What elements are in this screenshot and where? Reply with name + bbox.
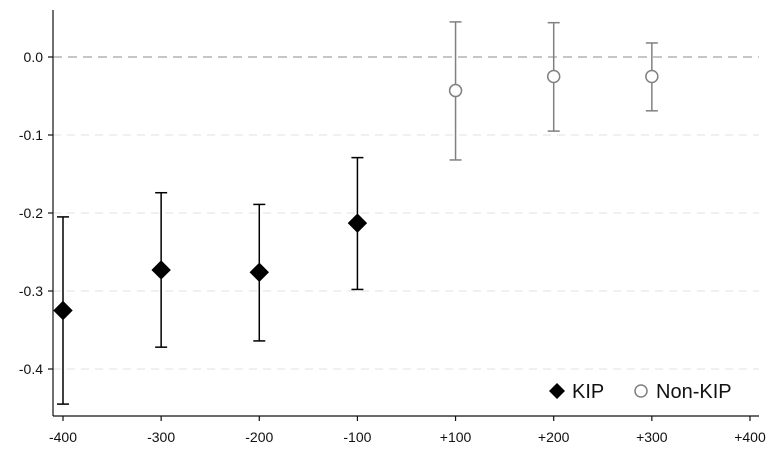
y-tick-label: -0.1 [19, 127, 43, 143]
x-tick-label: -100 [343, 429, 371, 445]
x-tick-label: +100 [440, 429, 472, 445]
legend-nonkip-label: Non-KIP [656, 381, 732, 403]
legend: KIP Non-KIP [549, 381, 732, 403]
data-point-diamond [53, 300, 73, 321]
x-tick-label: -300 [147, 429, 175, 445]
x-tick-label: -400 [49, 429, 77, 445]
x-tick-label: -200 [245, 429, 273, 445]
y-tick-label: -0.4 [19, 361, 43, 377]
x-tick-label: +400 [734, 429, 766, 445]
series-kip [53, 156, 368, 405]
y-tick-label: -0.3 [19, 283, 43, 299]
y-tick-label: 0.0 [24, 49, 44, 65]
data-point-circle [448, 83, 463, 98]
legend-kip-marker [549, 383, 565, 399]
legend-kip-label: KIP [572, 381, 604, 403]
data-point-diamond [249, 262, 269, 282]
data-marks [53, 21, 659, 405]
data-point-diamond [347, 213, 368, 233]
grid-lines [53, 56, 759, 370]
axes: 0.0 -0.1 -0.2 -0.3 -0.4 -400 -300 -200 -100 +100 +… [19, 10, 766, 445]
x-tick-label: +200 [538, 429, 570, 445]
y-tick-label: -0.2 [19, 205, 43, 221]
data-point-circle [645, 69, 659, 84]
data-point-diamond [151, 260, 171, 280]
legend-nonkip-marker [634, 384, 648, 398]
data-point-circle [546, 69, 561, 84]
series-non-kip [448, 21, 659, 161]
x-tick-label: +300 [636, 429, 668, 445]
